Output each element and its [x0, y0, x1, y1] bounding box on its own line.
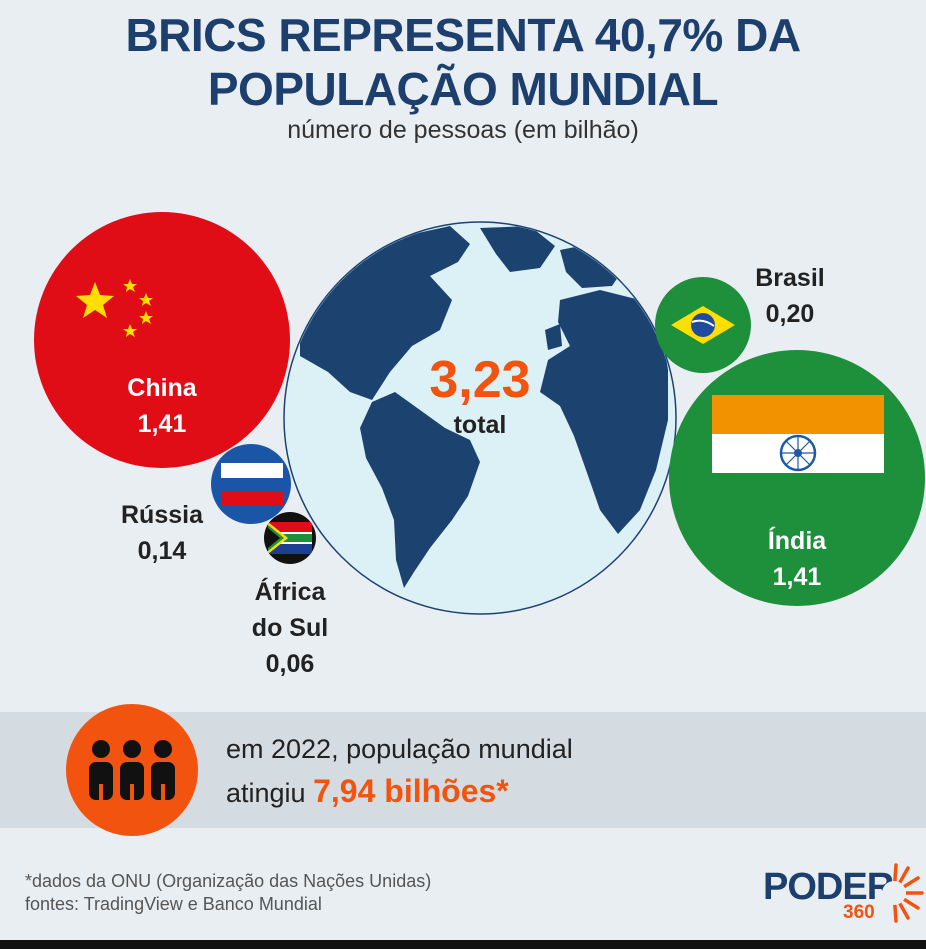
- bottom-bar: [0, 940, 926, 949]
- sun-rays-icon: [882, 863, 924, 923]
- footer-notes: *dados da ONU (Organização das Nações Un…: [25, 870, 431, 916]
- bubble-chart: 3,23 total: [34, 212, 925, 615]
- world-population-text: em 2022, população mundial atingiu 7,94 …: [226, 728, 573, 814]
- india-bubble: [669, 350, 925, 606]
- band-prefix: atingiu: [226, 778, 306, 808]
- india-flag-icon: [712, 395, 884, 512]
- total-value: 3,23: [429, 351, 530, 409]
- south-africa-value: 0,06: [265, 650, 315, 678]
- page-subtitle: número de pessoas (em bilhão): [287, 116, 639, 144]
- south-africa-name-1: África: [254, 578, 326, 606]
- world-population-value: 7,94 bilhões*: [313, 773, 509, 809]
- logo-suffix: 360: [843, 902, 875, 923]
- south-africa-flag-icon: [268, 522, 312, 554]
- china-bubble: [34, 212, 290, 468]
- total-caption: total: [454, 411, 507, 439]
- russia-name: Rússia: [121, 501, 203, 529]
- india-value: 1,41: [772, 563, 822, 591]
- russia-label: Rússia 0,14: [102, 497, 222, 569]
- south-africa-label: África do Sul 0,06: [230, 574, 350, 682]
- band-line-2: atingiu 7,94 bilhões*: [226, 770, 573, 814]
- china-label: China 1,41: [102, 370, 222, 442]
- russia-bubble: [211, 444, 291, 524]
- india-name: Índia: [767, 527, 827, 555]
- south-africa-bubble: [264, 512, 316, 564]
- people-icon: [66, 704, 198, 836]
- india-label: Índia 1,41: [737, 523, 857, 595]
- south-africa-name-2: do Sul: [251, 614, 329, 642]
- logo: PODER: [763, 866, 894, 908]
- brasil-label: Brasil 0,20: [735, 260, 845, 332]
- brasil-bubble: [655, 277, 751, 373]
- china-name: China: [127, 374, 197, 402]
- china-flag-icon: [76, 279, 153, 337]
- band-line-1: em 2022, população mundial: [226, 734, 573, 764]
- brasil-value: 0,20: [765, 300, 815, 328]
- russia-value: 0,14: [137, 537, 187, 565]
- sources: fontes: TradingView e Banco Mundial: [25, 894, 322, 914]
- china-value: 1,41: [137, 410, 187, 438]
- russia-flag-icon: [221, 463, 283, 506]
- page-title: BRICS REPRESENTA 40,7% DA POPULAÇÃO MUND…: [0, 8, 926, 116]
- brazil-flag-icon: [671, 306, 735, 344]
- title-line-2: POPULAÇÃO MUNDIAL: [207, 63, 719, 115]
- footnote: *dados da ONU (Organização das Nações Un…: [25, 871, 432, 891]
- title-line-1: BRICS REPRESENTA 40,7% DA: [125, 9, 801, 61]
- brasil-name: Brasil: [755, 264, 825, 292]
